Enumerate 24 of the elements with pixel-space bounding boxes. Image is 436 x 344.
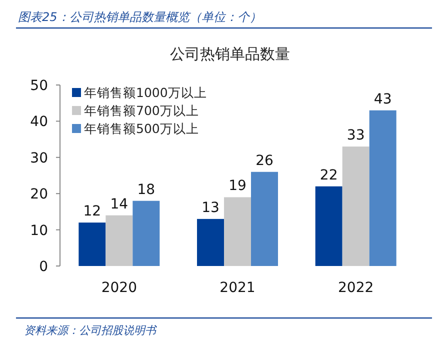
y-tick-label: 30: [30, 150, 48, 166]
data-label: 13: [202, 200, 220, 216]
y-tick-label: 20: [30, 186, 48, 203]
x-tick-label: 2020: [101, 280, 137, 296]
text: 图表25：公司热销单品数量概览（单位：个）: [18, 10, 262, 24]
y-tick-label: 40: [30, 114, 48, 130]
legend-label: 年销售额500万以上: [84, 121, 199, 136]
text: 资料来源：公司招股说明书: [24, 324, 158, 337]
legend-label: 年销售额1000万以上: [84, 85, 207, 100]
data-label: 22: [320, 167, 338, 184]
data-label: 19: [228, 178, 246, 194]
legend-label: 年销售额700万以上: [84, 103, 199, 118]
y-tick-label: 10: [30, 222, 48, 239]
data-label: 26: [256, 152, 274, 169]
data-label: 33: [346, 128, 365, 144]
x-tick-label: 2021: [220, 280, 256, 296]
chart-title: 公司热销单品数量: [170, 45, 290, 63]
data-label: 18: [137, 182, 156, 198]
data-label: 14: [110, 196, 128, 212]
y-tick-label: 0: [39, 259, 48, 275]
data-label: 43: [374, 91, 392, 108]
data-label: 12: [83, 204, 102, 220]
x-tick-label: 2022: [338, 280, 374, 296]
y-tick-label: 50: [30, 78, 48, 94]
